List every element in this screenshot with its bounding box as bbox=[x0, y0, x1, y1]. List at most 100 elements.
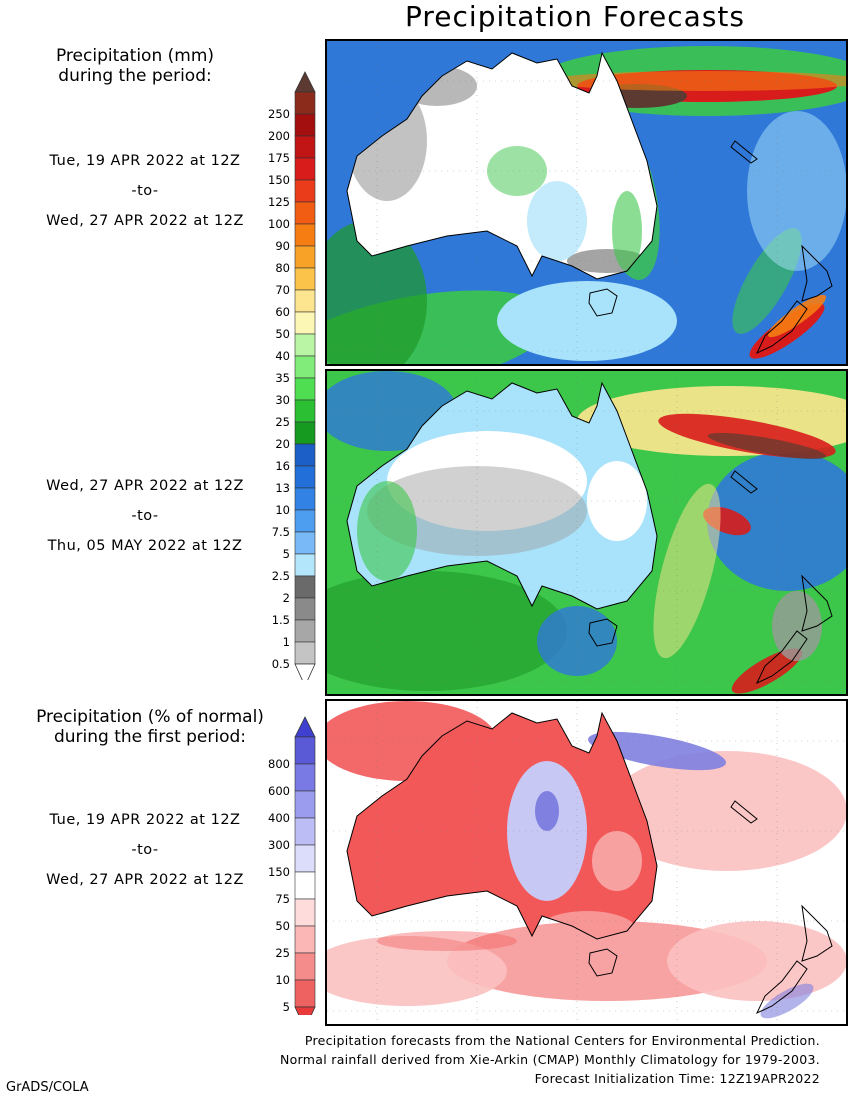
amount-colorbar-tick-label: 80 bbox=[275, 261, 290, 275]
percent-header-line-1: Precipitation (% of normal) bbox=[36, 707, 264, 727]
percent-colorbar-swatch bbox=[294, 790, 316, 819]
graticule bbox=[327, 41, 846, 364]
amount-colorbar-swatch bbox=[294, 509, 316, 533]
map-panel-percent bbox=[325, 699, 848, 1026]
period-2-end: Thu, 05 MAY 2022 at 12Z bbox=[47, 538, 243, 554]
amount-colorbar-tick-label: 13 bbox=[275, 481, 290, 495]
amount-colorbar-tick-label: 100 bbox=[268, 217, 290, 231]
amount-colorbar-swatch bbox=[294, 553, 316, 577]
amount-colorbar-tick-label: 30 bbox=[275, 393, 290, 407]
amount-colorbar-swatch bbox=[294, 267, 316, 291]
amount-colorbar-swatch bbox=[294, 597, 316, 621]
percent-colorbar-tick-label: 600 bbox=[268, 784, 290, 798]
percent-colorbar-tick-label: 300 bbox=[268, 838, 290, 852]
period-1-sep: -to- bbox=[131, 183, 159, 199]
amount-colorbar-tick-label: 20 bbox=[275, 437, 290, 451]
amount-colorbar-swatch bbox=[294, 575, 316, 599]
percent-of-normal-map bbox=[327, 701, 846, 1024]
period-1: Tue, 19 APR 2022 at 12Z -to- Wed, 27 APR… bbox=[20, 146, 270, 236]
amount-colorbar-tick-label: 125 bbox=[268, 195, 290, 209]
footer-line-1: Precipitation forecasts from the Nationa… bbox=[304, 1033, 820, 1048]
percent-colorbar-swatch bbox=[294, 898, 316, 927]
amount-colorbar-swatch bbox=[294, 377, 316, 401]
amount-colorbar-tick-label: 5 bbox=[283, 547, 290, 561]
amount-colorbar-swatch bbox=[294, 443, 316, 467]
amount-colorbar-tick-label: 16 bbox=[275, 459, 290, 473]
amount-colorbar-tick-label: 150 bbox=[268, 173, 290, 187]
page-title: Precipitation Forecasts bbox=[405, 0, 745, 33]
percent-colorbar-swatch bbox=[294, 925, 316, 954]
amount-colorbar: 2502001751501251009080706050403530252016… bbox=[268, 71, 316, 680]
map-panel-period-1 bbox=[325, 39, 848, 366]
amount-colorbar-tick-label: 35 bbox=[275, 371, 290, 385]
percent-colorbar-tick-label: 75 bbox=[275, 892, 290, 906]
coastline bbox=[346, 381, 833, 685]
amount-colorbar-tick-label: 1.5 bbox=[272, 613, 290, 627]
amount-header-line-1: Precipitation (mm) bbox=[55, 46, 215, 66]
amount-colorbar-tick-label: 50 bbox=[275, 327, 290, 341]
amount-colorbar-swatch bbox=[294, 179, 316, 203]
period-1-end: Wed, 27 APR 2022 at 12Z bbox=[46, 213, 244, 229]
amount-colorbar-tick-label: 250 bbox=[268, 107, 290, 121]
percent-colorbar-tick-label: 400 bbox=[268, 811, 290, 825]
coastline bbox=[346, 711, 833, 1015]
percent-colorbar-tick-label: 5 bbox=[283, 1000, 290, 1014]
percent-colorbar-swatches bbox=[294, 716, 316, 1015]
amount-colorbar-tick-label: 25 bbox=[275, 415, 290, 429]
period-2-start: Wed, 27 APR 2022 at 12Z bbox=[46, 478, 244, 494]
period-2: Wed, 27 APR 2022 at 12Z -to- Thu, 05 MAY… bbox=[20, 471, 270, 561]
period-3: Tue, 19 APR 2022 at 12Z -to- Wed, 27 APR… bbox=[20, 805, 270, 895]
period-1-start: Tue, 19 APR 2022 at 12Z bbox=[49, 153, 241, 169]
percent-colorbar-swatch bbox=[294, 871, 316, 900]
period-3-end: Wed, 27 APR 2022 at 12Z bbox=[46, 872, 244, 888]
amount-colorbar-swatch bbox=[294, 641, 316, 665]
coastline bbox=[346, 51, 833, 355]
footer-line-3: Forecast Initialization Time: 12Z19APR20… bbox=[534, 1071, 820, 1086]
amount-colorbar-tick-label: 7.5 bbox=[272, 525, 290, 539]
percent-colorbar-swatch bbox=[294, 952, 316, 981]
amount-colorbar-swatch bbox=[294, 487, 316, 511]
amount-colorbar-swatch bbox=[294, 399, 316, 423]
amount-colorbar-tick-label: 2 bbox=[283, 591, 290, 605]
amount-colorbar-swatch bbox=[294, 355, 316, 379]
precip-map-1 bbox=[327, 41, 846, 364]
amount-colorbar-swatch bbox=[294, 421, 316, 445]
amount-colorbar-swatch bbox=[294, 289, 316, 313]
amount-colorbar-swatch bbox=[294, 91, 316, 115]
percent-header-line-2: during the first period: bbox=[53, 727, 247, 747]
percent-colorbar-tick-label: 50 bbox=[275, 919, 290, 933]
percent-colorbar-top-arrow bbox=[294, 716, 316, 738]
amount-colorbar-swatch bbox=[294, 135, 316, 159]
amount-colorbar-swatch bbox=[294, 465, 316, 489]
precip-map-2 bbox=[327, 371, 846, 694]
amount-colorbar-tick-label: 70 bbox=[275, 283, 290, 297]
footer-line-2: Normal rainfall derived from Xie-Arkin (… bbox=[279, 1052, 820, 1067]
amount-colorbar-swatch bbox=[294, 113, 316, 137]
footer-notes: Precipitation forecasts from the Nationa… bbox=[280, 1031, 820, 1088]
amount-colorbar-tick-label: 200 bbox=[268, 129, 290, 143]
amount-header-line-2: during the period: bbox=[58, 66, 212, 86]
amount-colorbar-swatch bbox=[294, 157, 316, 181]
amount-colorbar-bottom-arrow bbox=[294, 663, 316, 680]
amount-colorbar-swatch bbox=[294, 531, 316, 555]
amount-header: Precipitation (mm) during the period: bbox=[30, 46, 240, 86]
amount-colorbar-tick-label: 60 bbox=[275, 305, 290, 319]
period-3-start: Tue, 19 APR 2022 at 12Z bbox=[49, 812, 241, 828]
percent-colorbar-swatch bbox=[294, 736, 316, 765]
percent-colorbar-tick-label: 25 bbox=[275, 946, 290, 960]
percent-colorbar-tick-label: 800 bbox=[268, 757, 290, 771]
map-panel-period-2 bbox=[325, 369, 848, 696]
amount-colorbar-swatch bbox=[294, 201, 316, 225]
amount-colorbar-tick-label: 2.5 bbox=[272, 569, 290, 583]
amount-colorbar-tick-label: 0.5 bbox=[272, 657, 290, 671]
amount-colorbar-tick-label: 1 bbox=[283, 635, 290, 649]
percent-colorbar-tick-label: 150 bbox=[268, 865, 290, 879]
amount-colorbar-swatch bbox=[294, 619, 316, 643]
graticule bbox=[327, 371, 846, 694]
percent-colorbar-swatch bbox=[294, 844, 316, 873]
amount-colorbar-swatches bbox=[294, 71, 316, 680]
percent-colorbar-swatch bbox=[294, 979, 316, 1008]
amount-colorbar-swatch bbox=[294, 223, 316, 247]
amount-colorbar-tick-label: 40 bbox=[275, 349, 290, 363]
percent-colorbar: 800 600 400 300 150 75 50 25 10 5 bbox=[268, 716, 316, 1015]
